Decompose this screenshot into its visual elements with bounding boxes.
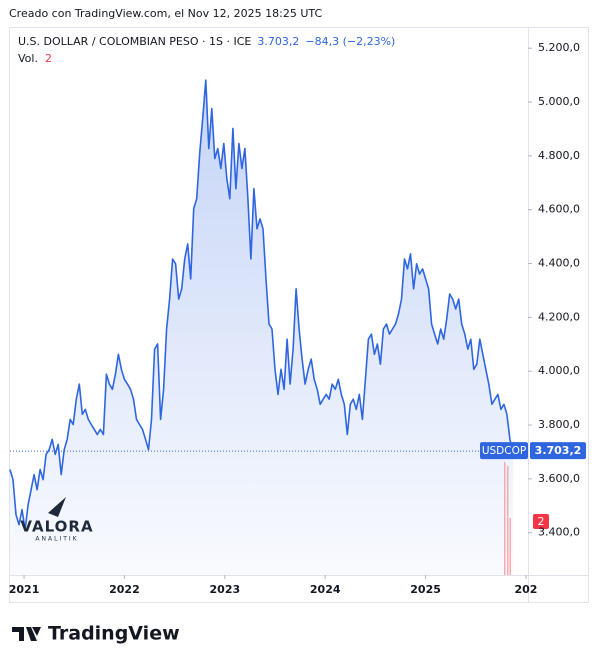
x-tick-label: 2025 bbox=[410, 583, 441, 596]
volume-badge-box bbox=[533, 514, 549, 529]
legend: U.S. DOLLAR / COLOMBIAN PESO · 1S · ICE … bbox=[18, 35, 395, 65]
y-tick-label: 4.600,0 bbox=[538, 203, 580, 216]
y-tick-label: 4.200,0 bbox=[538, 310, 580, 323]
volume-bar bbox=[504, 462, 506, 575]
logo-mark bbox=[48, 497, 66, 517]
y-tick-label: 4.400,0 bbox=[538, 257, 580, 270]
chart-frame bbox=[9, 27, 589, 603]
legend-change: −84,3 (−2,23%) bbox=[305, 35, 395, 48]
x-tick-label: 2024 bbox=[310, 583, 341, 596]
area-fill bbox=[10, 80, 513, 575]
legend-last: 3.703,2 bbox=[257, 35, 299, 48]
legend-title: U.S. DOLLAR / COLOMBIAN PESO · 1S · ICE bbox=[18, 35, 251, 48]
brand-name: TradingView bbox=[48, 623, 180, 645]
symbol-label: USDCOP bbox=[482, 445, 526, 457]
price-line bbox=[9, 79, 514, 531]
x-tick-label: 2023 bbox=[210, 583, 241, 596]
volume-bar bbox=[509, 518, 511, 575]
created-note: Creado con TradingView.com, el Nov 12, 2… bbox=[9, 7, 322, 20]
y-tick-label: 4.000,0 bbox=[538, 364, 580, 377]
y-tick-label: 4.800,0 bbox=[538, 149, 580, 162]
logo-tagline: ANALITIK bbox=[35, 536, 78, 543]
y-tick-label: 3.800,0 bbox=[538, 418, 580, 431]
volume-badge: 2 bbox=[538, 515, 545, 528]
x-tick-label: 2021 bbox=[9, 583, 40, 596]
volume-bar bbox=[507, 466, 509, 575]
price-label: 3.703,2 bbox=[535, 444, 582, 457]
logo: VALORA ANALITIK bbox=[20, 497, 93, 543]
volume-bars bbox=[504, 462, 511, 575]
legend-volume: 2 bbox=[45, 52, 52, 65]
footer-brand: TradingView bbox=[12, 623, 180, 645]
x-tick-label: 2022 bbox=[109, 583, 140, 596]
y-tick-label: 5.200,0 bbox=[538, 41, 580, 54]
symbol-box bbox=[480, 442, 528, 460]
y-tick-label: 5.000,0 bbox=[538, 95, 580, 108]
logo-name: VALORA bbox=[20, 518, 93, 536]
brand-icon bbox=[12, 627, 41, 641]
legend-volume-label: Vol. bbox=[18, 52, 38, 65]
y-tick-label: 3.600,0 bbox=[538, 472, 580, 485]
plot bbox=[9, 79, 528, 575]
x-tick-label: 202 bbox=[515, 583, 538, 596]
price-box bbox=[530, 442, 586, 460]
y-tick-label: 3.400,0 bbox=[538, 526, 580, 539]
